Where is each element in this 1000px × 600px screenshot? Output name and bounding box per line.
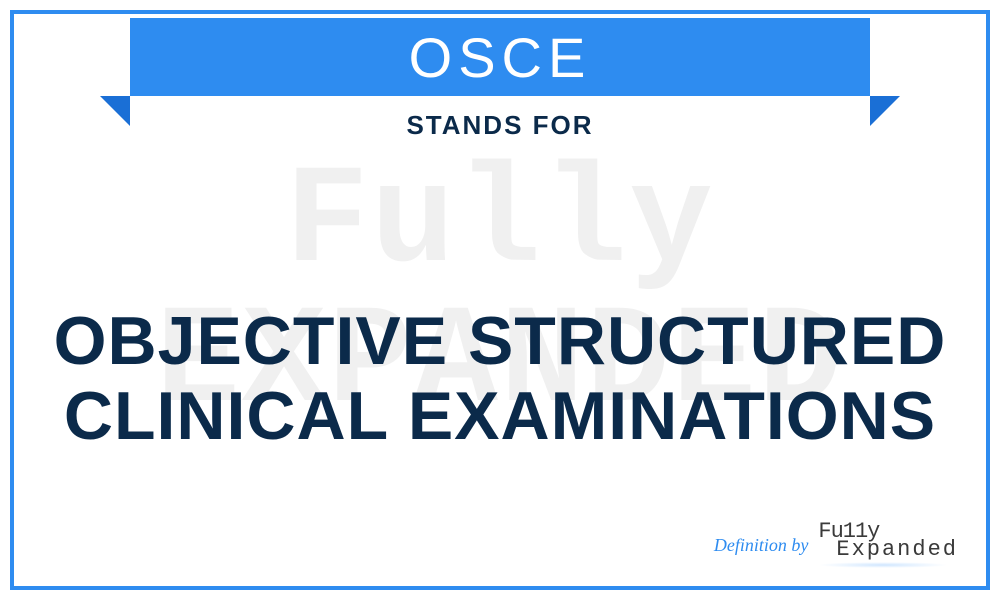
fully-expanded-logo: Fu11y Expanded (818, 522, 958, 568)
definition-by-label: Definition by (714, 535, 808, 556)
logo-bottom-text: Expanded (836, 540, 958, 560)
watermark-line1: Fully (14, 154, 986, 294)
acronym-text: OSCE (409, 25, 592, 90)
definition-line2: CLINICAL EXAMINATIONS (44, 379, 956, 454)
ribbon-center: OSCE (130, 18, 870, 96)
stands-for-label: STANDS FOR (14, 110, 986, 141)
logo-shadow (818, 562, 948, 568)
footer: Definition by Fu11y Expanded (714, 522, 958, 568)
definition-text: OBJECTIVE STRUCTURED CLINICAL EXAMINATIO… (14, 304, 986, 454)
outer-frame: Fully EXPANDED OSCE STANDS FOR OBJECTIVE… (10, 10, 990, 590)
definition-line1: OBJECTIVE STRUCTURED (44, 304, 956, 379)
